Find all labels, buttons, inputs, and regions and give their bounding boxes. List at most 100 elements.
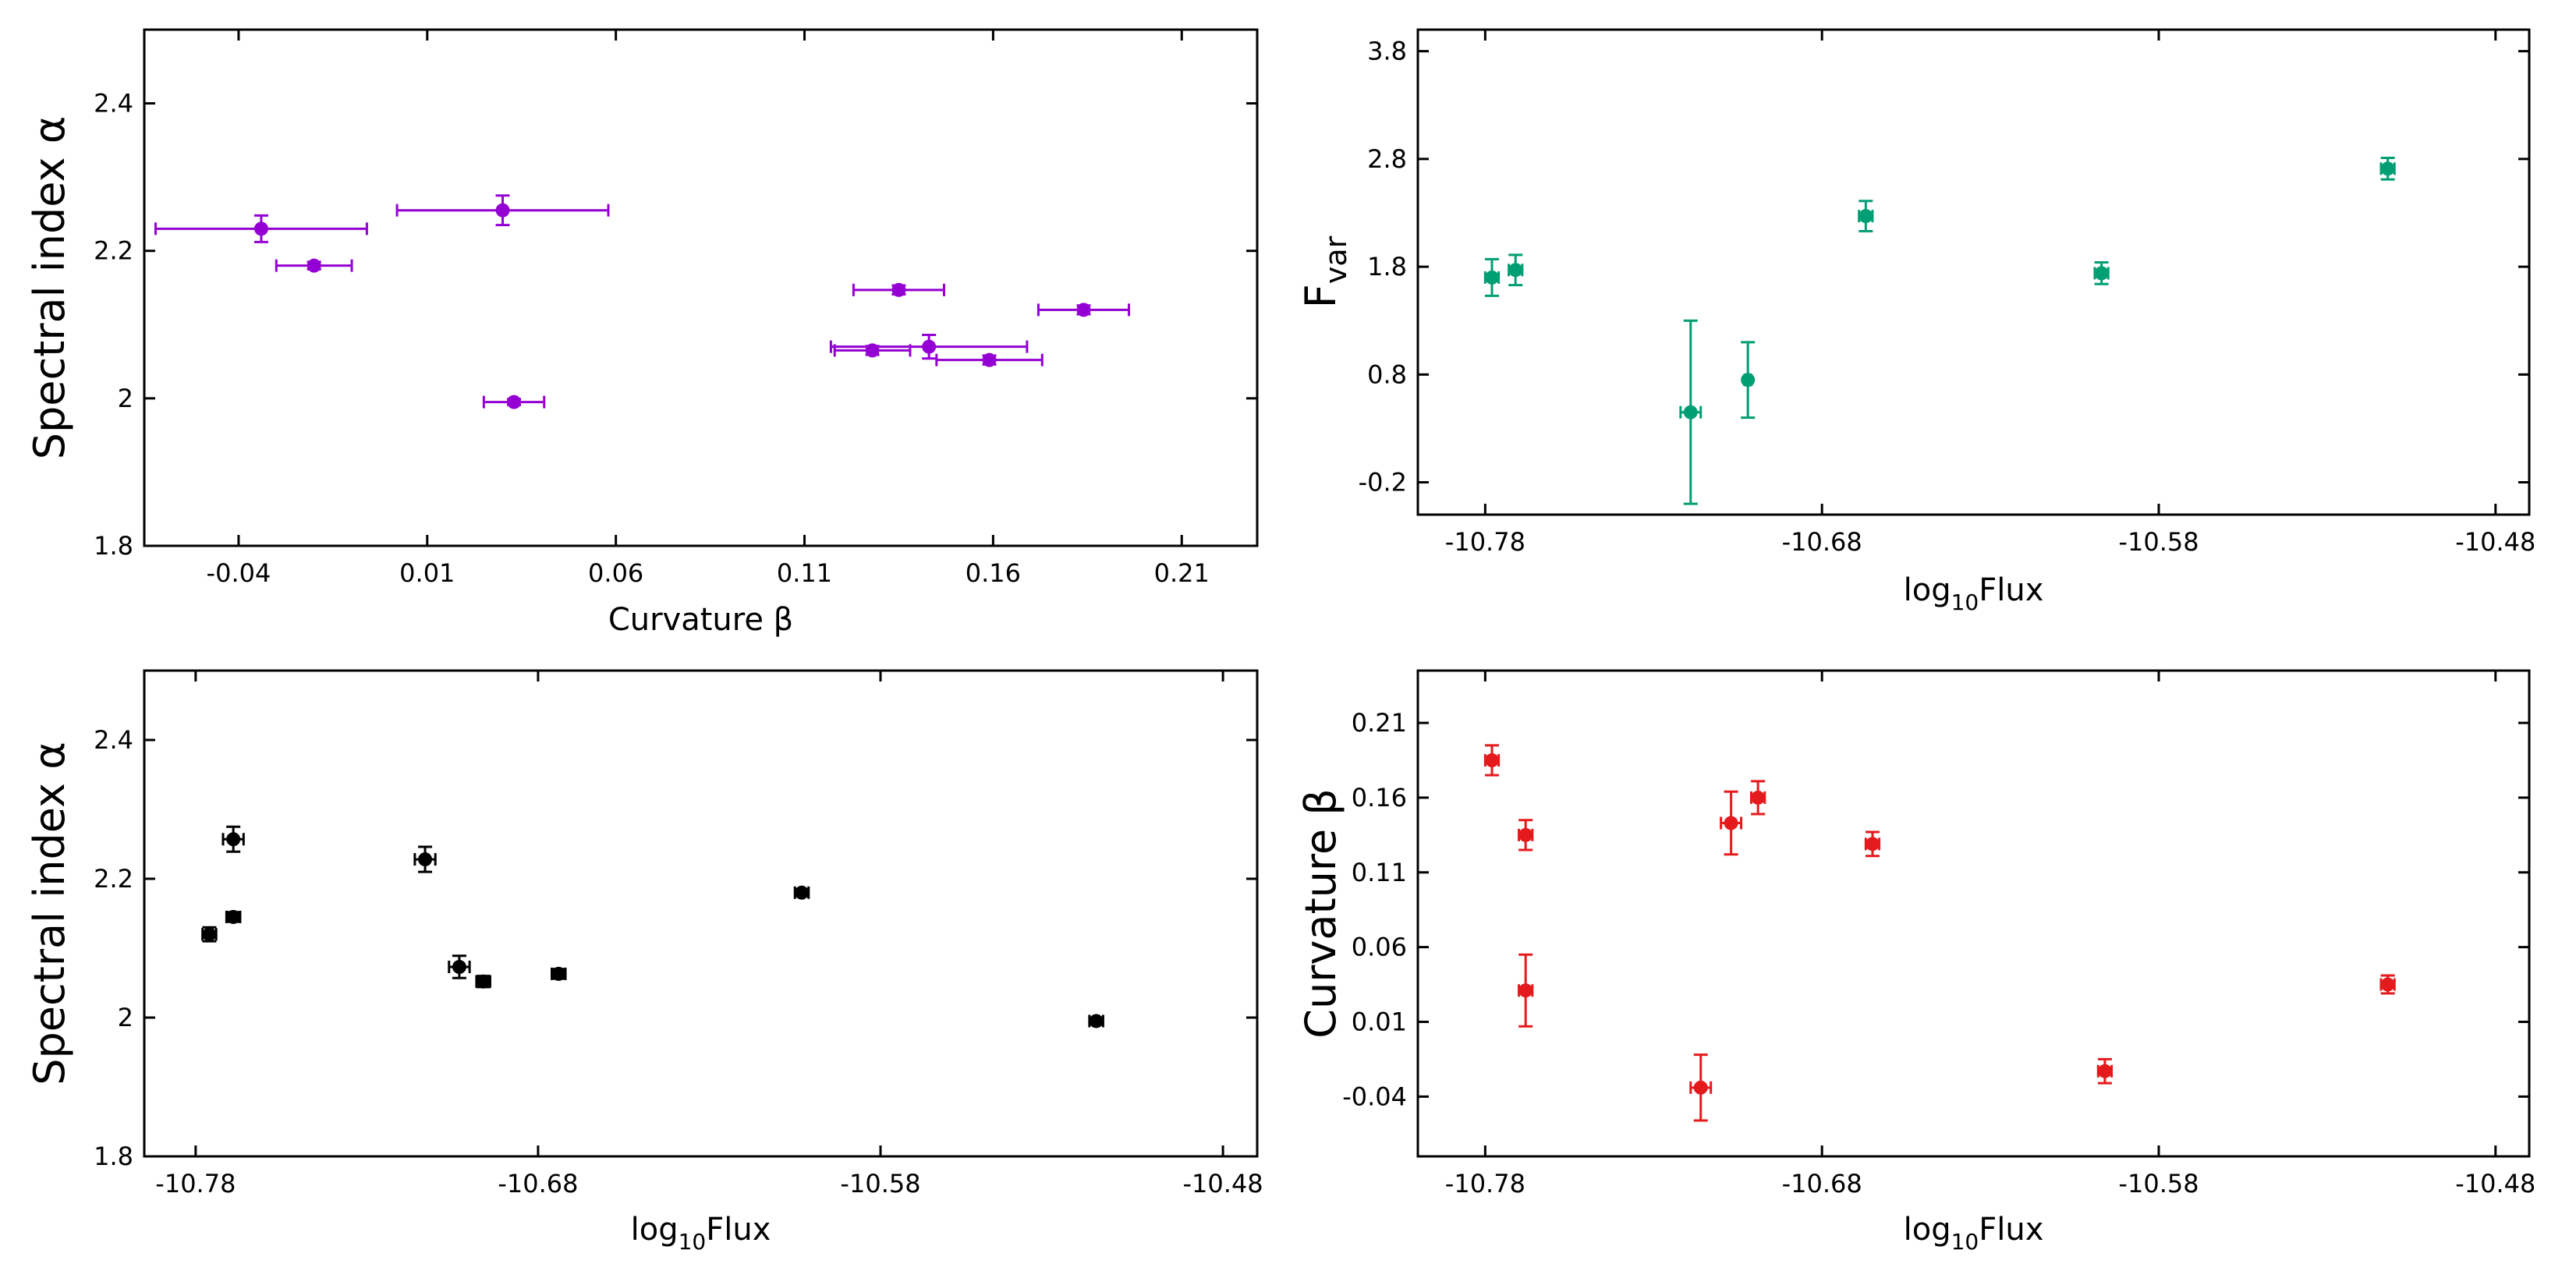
x-tick-label: -10.58 <box>2118 527 2199 557</box>
data-marker <box>452 960 466 975</box>
panel-fvar-vs-flux: -10.78 -10.68 -10.58 -10.48 -0.2 0.8 1.8 2.8 3.8… <box>1296 28 2535 615</box>
y-tick-label: -0.2 <box>1359 468 1407 497</box>
data-point <box>1720 790 1743 856</box>
data-point <box>1088 1014 1104 1028</box>
data-point <box>221 825 245 853</box>
data-marker <box>865 343 880 358</box>
data-marker <box>1518 827 1533 842</box>
plot-frame <box>143 669 1259 1158</box>
x-tick-label: -10.68 <box>1782 1169 1862 1198</box>
y-axis-label: Spectral index α <box>25 116 74 460</box>
data-marker <box>795 885 810 900</box>
data-marker <box>507 395 522 409</box>
x-tick-label: 0.16 <box>966 558 1021 588</box>
data-marker <box>891 282 906 297</box>
data-marker <box>1076 303 1091 317</box>
x-tick-label: -10.68 <box>1782 527 1862 557</box>
y-tick-label: -0.04 <box>1342 1082 1407 1111</box>
data-marker <box>1741 373 1756 388</box>
y-tick-label: 2.4 <box>94 725 133 755</box>
y-tick-label: 1.8 <box>1367 252 1407 281</box>
data-point <box>275 258 353 273</box>
y-tick-label: 2 <box>118 384 133 413</box>
x-tick-label: -10.48 <box>2455 527 2535 557</box>
data-point <box>154 214 368 243</box>
x-axis-label: Curvature β <box>608 602 793 638</box>
y-tick-label: 2 <box>118 1003 133 1032</box>
data-point <box>1483 257 1501 297</box>
data-point <box>201 926 218 943</box>
x-tick-label: 0.21 <box>1154 558 1210 588</box>
x-axis-label-main: log <box>1904 572 1951 608</box>
data-marker <box>1724 816 1738 830</box>
y-tick-label: 0.11 <box>1352 858 1407 887</box>
x-tick-label: -10.58 <box>2118 1169 2199 1198</box>
data-point <box>1036 303 1131 317</box>
x-axis-label-main: log <box>1904 1212 1951 1248</box>
x-tick-label: -10.48 <box>1183 1169 1263 1198</box>
x-tick-label: 0.11 <box>777 558 832 588</box>
data-marker <box>253 221 268 236</box>
data-point <box>793 885 810 900</box>
y-axis-label: Spectral index α <box>25 742 74 1085</box>
y-axis-label-subscript: var <box>1319 235 1353 284</box>
data-marker <box>2380 161 2395 176</box>
data-marker <box>306 258 321 273</box>
y-tick-label: 2.2 <box>94 864 133 894</box>
data-point <box>935 352 1044 367</box>
y-axis-label-main: F <box>1296 284 1345 308</box>
data-marker <box>226 832 241 847</box>
x-axis-label: log10Flux <box>631 1212 771 1255</box>
x-tick-label: -10.68 <box>498 1169 578 1198</box>
data-marker <box>1485 270 1499 285</box>
x-tick-label: -10.78 <box>1445 1169 1525 1198</box>
data-point <box>551 966 567 981</box>
data-marker <box>418 852 433 867</box>
data-marker <box>2094 266 2109 281</box>
y-tick-label: 3.8 <box>1367 37 1407 66</box>
data-point <box>448 954 471 979</box>
data-marker <box>1683 405 1698 420</box>
data-marker <box>1508 263 1523 278</box>
x-tick-label: -10.78 <box>155 1169 236 1198</box>
y-tick-label: 0.01 <box>1352 1007 1407 1036</box>
panel-alpha-vs-flux: -10.78 -10.68 -10.58 -10.48 1.8 2 2.2 2.4 log10F… <box>25 669 1263 1255</box>
x-axis-label: log10Flux <box>1904 572 2044 615</box>
plot-frame <box>1416 28 2531 516</box>
data-marker <box>495 203 510 218</box>
x-axis-label-subscript: 10 <box>1951 589 1979 615</box>
data-point <box>1518 819 1534 851</box>
y-tick-label: 0.8 <box>1367 359 1407 389</box>
data-marker <box>226 909 241 924</box>
data-marker <box>1089 1014 1104 1028</box>
y-tick-label: 0.06 <box>1352 933 1407 962</box>
y-tick-label: 1.8 <box>94 1142 133 1171</box>
data-marker <box>2097 1064 2112 1078</box>
data-marker <box>202 927 217 942</box>
x-axis-label: log10Flux <box>1904 1212 2044 1255</box>
data-point <box>475 974 491 989</box>
y-tick-label: 0.21 <box>1352 708 1407 738</box>
data-point <box>1679 319 1703 505</box>
x-tick-label: 0.06 <box>588 558 643 588</box>
data-point <box>2379 156 2396 181</box>
data-point <box>2093 261 2110 285</box>
data-marker <box>1751 790 1766 805</box>
y-tick-label: 2.2 <box>94 236 133 266</box>
data-marker <box>1858 209 1873 224</box>
data-point <box>413 845 437 873</box>
y-tick-label: 0.16 <box>1352 783 1407 813</box>
data-point <box>395 194 610 227</box>
panel-beta-vs-flux: -10.78 -10.68 -10.58 -10.48 -0.04 0.01 0.06 0.1… <box>1296 669 2535 1255</box>
data-point <box>1864 830 1881 858</box>
x-axis-label-subscript: 10 <box>679 1229 707 1255</box>
data-point <box>1689 1053 1713 1122</box>
data-point <box>829 334 1029 360</box>
data-point <box>2096 1057 2114 1085</box>
plot-frame <box>1416 669 2531 1158</box>
data-point <box>1741 341 1756 420</box>
x-tick-label: -0.04 <box>207 558 271 588</box>
x-tick-label: -10.48 <box>2455 1169 2535 1198</box>
y-tick-label: 1.8 <box>94 531 133 561</box>
data-marker <box>922 339 937 354</box>
